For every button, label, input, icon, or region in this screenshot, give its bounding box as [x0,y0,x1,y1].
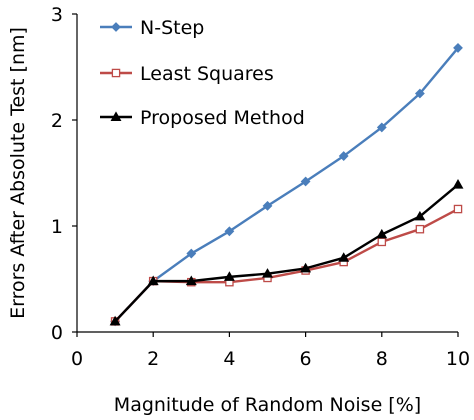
y-tick-label: 2 [51,110,63,132]
legend-item: Least Squares [100,63,274,85]
legend-item: Proposed Method [100,107,305,129]
legend-label: N-Step [140,17,204,39]
legend-marker [111,22,121,32]
data-point [414,210,426,221]
data-point [147,275,159,286]
data-point [453,43,463,53]
legend: N-Step Least Squares Proposed Method [100,17,305,129]
x-tick-label: 8 [376,348,388,370]
data-point [414,88,425,99]
data-point [185,275,197,286]
series-layer [109,43,464,327]
y-tick-label: 3 [51,4,63,26]
data-point [452,179,464,189]
x-tick-label: 2 [147,348,159,370]
x-tick-label: 10 [446,348,470,370]
x-tick-label: 0 [71,348,83,370]
data-point [453,204,463,214]
y-tick-label: 1 [51,216,63,238]
data-point [377,237,387,247]
series-proposed-method [109,179,464,326]
legend-marker [110,111,122,121]
legend-marker [111,68,121,78]
legend-item: N-Step [100,17,204,39]
legend-label: Least Squares [140,63,274,85]
data-point [376,228,388,239]
x-tick-label: 6 [300,348,312,370]
data-point [262,200,273,211]
y-axis-title: Errors After Absolute Test [nm] [7,27,29,319]
data-point [224,226,235,237]
ticks: 0 1 2 3 0 2 4 6 8 10 [51,4,470,370]
series-line [114,47,459,323]
series-line [114,207,459,323]
data-point [338,252,350,262]
data-point [109,315,121,326]
data-point [223,271,235,281]
legend-label: Proposed Method [140,107,305,129]
series-line [114,183,459,323]
data-point [338,151,349,161]
data-point [262,268,273,278]
data-point [376,122,387,133]
series-least-squares [110,204,463,326]
axes [76,14,458,333]
data-point [415,224,425,234]
x-tick-label: 4 [223,348,235,370]
y-tick-label: 0 [51,322,63,344]
data-point [186,248,197,259]
data-point [300,262,312,273]
series-n-step [110,43,463,327]
x-axis-title: Magnitude of Random Noise [%] [114,394,421,416]
data-point [300,176,311,187]
